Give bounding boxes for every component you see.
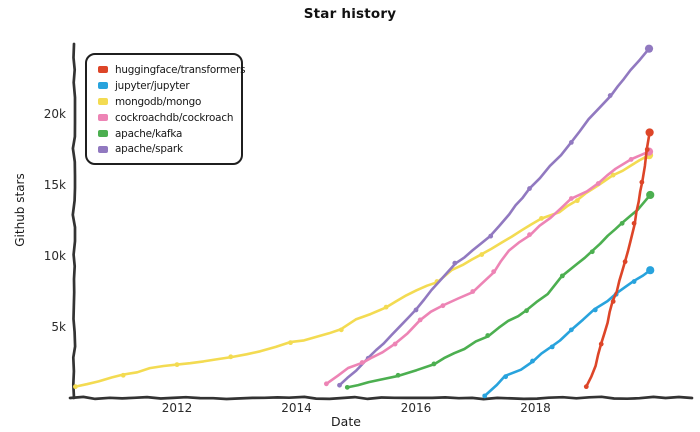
legend-item: cockroachdb/cockroach [98, 110, 233, 126]
point-jupyter-jupyter [530, 358, 535, 364]
point-cockroachdb-cockroach [470, 289, 476, 294]
point-cockroachdb-cockroach [323, 381, 329, 387]
point-apache-kafka [431, 361, 437, 367]
point-cockroachdb-cockroach [392, 341, 398, 347]
point-cockroachdb-cockroach [440, 303, 446, 309]
point-apache-kafka [589, 249, 595, 255]
legend-swatch-icon [98, 82, 108, 90]
legend-item: apache/kafka [98, 126, 233, 142]
point-huggingface-transformers [631, 220, 637, 226]
point-apache-kafka [395, 372, 401, 378]
point-apache-spark [644, 44, 654, 53]
point-apache-kafka [619, 220, 625, 226]
y-tick-label: 15k [44, 178, 66, 192]
point-apache-kafka [559, 273, 565, 279]
point-jupyter-jupyter [503, 374, 509, 380]
legend-label: apache/spark [115, 143, 183, 156]
point-apache-spark [413, 307, 419, 313]
point-huggingface-transformers [645, 128, 654, 137]
point-apache-kafka [646, 190, 655, 200]
legend-item: mongodb/mongo [98, 94, 233, 110]
point-huggingface-transformers [610, 299, 616, 304]
legend-item: huggingface/transformers [98, 62, 245, 78]
line-apache-kafka [346, 193, 652, 389]
legend-swatch-icon [98, 66, 108, 74]
legend-label: mongodb/mongo [115, 95, 202, 108]
point-cockroachdb-cockroach [527, 232, 532, 238]
y-tick-label: 20k [44, 107, 66, 121]
line-apache-spark [338, 47, 651, 387]
point-mongodb-mongo [174, 362, 180, 368]
y-tick-label: 5k [51, 320, 66, 334]
point-apache-kafka [344, 384, 350, 390]
point-huggingface-transformers [644, 147, 650, 152]
legend-label: apache/kafka [115, 127, 183, 140]
point-jupyter-jupyter [568, 327, 574, 333]
point-apache-spark [488, 233, 494, 239]
point-jupyter-jupyter [549, 344, 555, 350]
point-mongodb-mongo [610, 172, 616, 178]
point-apache-kafka [524, 308, 529, 314]
line-mongodb-mongo [74, 153, 651, 388]
point-cockroachdb-cockroach [628, 157, 634, 162]
point-apache-kafka [485, 333, 491, 338]
point-jupyter-jupyter [646, 266, 655, 275]
x-tick-label: 2018 [520, 401, 551, 415]
point-huggingface-transformers [622, 259, 628, 265]
legend-label: cockroachdb/cockroach [115, 111, 234, 124]
line-huggingface-transformers [585, 131, 651, 388]
point-cockroachdb-cockroach [491, 269, 497, 275]
line-jupyter-jupyter [483, 268, 652, 398]
legend-swatch-icon [98, 145, 108, 153]
x-tick-label: 2016 [401, 401, 432, 415]
point-cockroachdb-cockroach [359, 360, 365, 365]
legend-item: jupyter/jupyter [98, 78, 233, 94]
legend-box: huggingface/transformers jupyter/jupyter m… [85, 53, 245, 166]
legend-label: jupyter/jupyter [115, 79, 190, 92]
point-mongodb-mongo [228, 354, 234, 360]
x-tick-label: 2014 [281, 401, 312, 415]
x-axis-line [68, 395, 694, 401]
point-apache-spark [568, 140, 574, 145]
point-mongodb-mongo [288, 340, 293, 346]
point-jupyter-jupyter [592, 307, 598, 313]
point-huggingface-transformers [639, 179, 645, 185]
point-cockroachdb-cockroach [568, 196, 574, 201]
point-jupyter-jupyter [631, 279, 637, 284]
chart-title: Star history [303, 6, 397, 22]
y-tick-label: 10k [44, 249, 66, 263]
point-mongodb-mongo [539, 215, 544, 221]
x-axis-label: Date [331, 414, 361, 429]
point-apache-spark [607, 93, 613, 98]
legend-swatch-icon [98, 98, 108, 106]
point-huggingface-transformers [583, 384, 589, 390]
point-mongodb-mongo [574, 198, 580, 204]
legend-swatch-icon [98, 114, 108, 122]
point-mongodb-mongo [479, 252, 485, 257]
point-huggingface-transformers [598, 341, 604, 347]
point-apache-spark [527, 186, 532, 191]
legend-swatch-icon [98, 130, 108, 137]
legend-item: apache/spark [98, 141, 233, 157]
point-cockroachdb-cockroach [417, 317, 423, 323]
point-mongodb-mongo [383, 304, 389, 310]
legend-label: huggingface/transformers [115, 63, 246, 76]
point-mongodb-mongo [73, 384, 78, 390]
point-mongodb-mongo [120, 372, 126, 378]
point-mongodb-mongo [338, 327, 344, 333]
y-axis-line [71, 42, 77, 400]
x-tick-label: 2012 [162, 401, 193, 415]
point-cockroachdb-cockroach [595, 181, 601, 186]
point-apache-spark [337, 382, 342, 388]
point-jupyter-jupyter [482, 393, 488, 399]
point-apache-spark [452, 260, 458, 266]
